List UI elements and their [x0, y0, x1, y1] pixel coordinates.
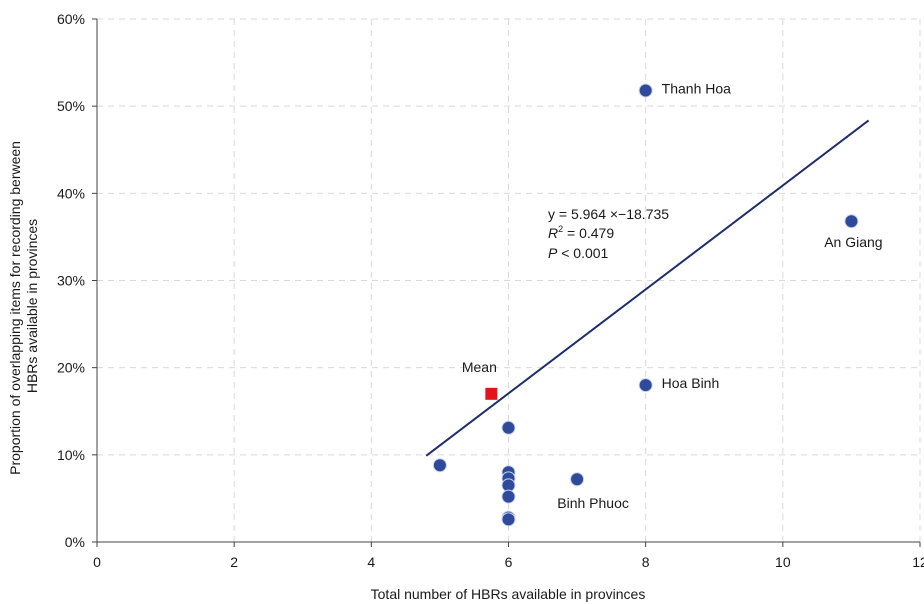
y-tick-label: 0%	[65, 534, 85, 550]
data-point	[501, 489, 516, 504]
point-label: An Giang	[824, 234, 882, 250]
data-point	[432, 458, 447, 473]
x-tick-label: 0	[93, 554, 101, 570]
regression-r2: R2 = 0.479	[548, 224, 614, 241]
r2-symbol: R	[548, 225, 558, 241]
data-point	[501, 420, 516, 435]
data-point	[638, 83, 653, 98]
y-axis-label: Proportion of overlapping items for reco…	[7, 137, 40, 475]
x-tick-label: 8	[642, 554, 650, 570]
x-axis-label: Total number of HBRs available in provin…	[371, 586, 646, 602]
data-point	[501, 512, 516, 527]
mean-marker	[485, 387, 498, 400]
point-layer	[432, 83, 859, 527]
x-tick-label: 2	[230, 554, 238, 570]
y-tick-label: 40%	[57, 185, 85, 201]
x-tick-label: 4	[367, 554, 375, 570]
y-axis-label-line-2: HBRs available in provinces	[24, 219, 40, 393]
data-point	[638, 378, 653, 393]
point-label: Hoa Binh	[662, 375, 720, 391]
y-tick-label: 20%	[57, 360, 85, 376]
regression-layer	[425, 119, 870, 457]
regression-annotation: y = 5.964 ×−18.735 R2 = 0.479 P < 0.001	[548, 206, 669, 261]
y-tick-label: 60%	[57, 11, 85, 27]
y-axis-label-line-1: Proportion of overlapping items for reco…	[7, 141, 23, 475]
point-label: Thanh Hoa	[662, 80, 731, 96]
r2-superscript: 2	[558, 224, 563, 234]
regression-equation: y = 5.964 ×−18.735	[548, 206, 669, 222]
y-tick-label: 30%	[57, 273, 85, 289]
data-point	[570, 472, 585, 487]
x-tick-label: 10	[775, 554, 791, 570]
p-value: < 0.001	[557, 245, 608, 261]
regression-p-value: P < 0.001	[548, 245, 609, 261]
grid-layer	[97, 18, 921, 542]
x-tick-label: 6	[505, 554, 513, 570]
x-tick-label: 12	[912, 554, 924, 570]
regression-line	[425, 119, 870, 457]
axis-layer: 0 2 4 6 8 10 12 0% 10% 20% 30% 40% 50% 60%	[57, 11, 924, 570]
y-tick-label: 10%	[57, 447, 85, 463]
point-label: Binh Phuoc	[557, 495, 629, 511]
p-symbol: P	[548, 245, 558, 261]
y-tick-label: 50%	[57, 98, 85, 114]
data-point	[844, 214, 859, 229]
r2-value: = 0.479	[563, 225, 614, 241]
label-layer: Thanh Hoa An Giang Hoa Binh Binh Phuoc Mean	[462, 80, 883, 511]
mean-label: Mean	[462, 359, 497, 375]
